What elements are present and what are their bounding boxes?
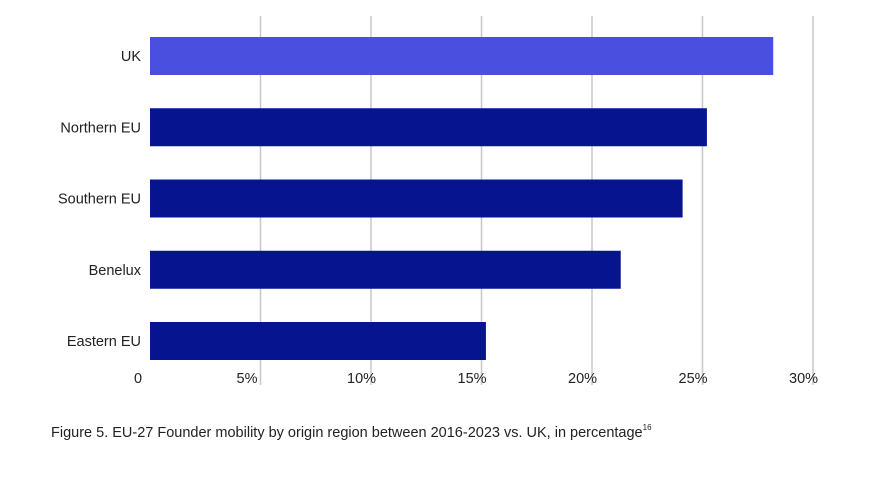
- category-label-benelux: Benelux: [89, 263, 142, 279]
- category-labels: UK Northern EU Southern EU Benelux Eastern E…: [58, 49, 142, 350]
- x-tick-20: 20%: [568, 371, 597, 387]
- x-tick-5: 5%: [237, 371, 258, 387]
- caption-footnote: 16: [642, 423, 652, 432]
- x-tick-labels: 0 5% 10% 15% 20% 25% 30%: [134, 371, 818, 387]
- category-label-uk: UK: [121, 49, 141, 65]
- bars: [150, 37, 774, 360]
- x-tick-30: 30%: [789, 371, 818, 387]
- bar-northern-eu: [150, 108, 707, 147]
- figure-caption: Figure 5. EU-27 Founder mobility by orig…: [51, 423, 652, 441]
- bar-eastern-eu: [150, 322, 486, 360]
- category-label-southern-eu: Southern EU: [58, 192, 141, 208]
- category-label-eastern-eu: Eastern EU: [67, 334, 141, 350]
- x-tick-15: 15%: [458, 371, 487, 387]
- x-tick-25: 25%: [679, 371, 708, 387]
- bar-uk: [150, 37, 774, 75]
- bar-chart: UK Northern EU Southern EU Benelux Eastern E…: [58, 16, 818, 387]
- category-label-northern-eu: Northern EU: [60, 120, 141, 136]
- bar-southern-eu: [150, 179, 683, 218]
- caption-text: Figure 5. EU-27 Founder mobility by orig…: [51, 424, 643, 441]
- x-tick-10: 10%: [347, 371, 376, 387]
- x-tick-0: 0: [134, 371, 142, 387]
- bar-benelux: [150, 250, 621, 289]
